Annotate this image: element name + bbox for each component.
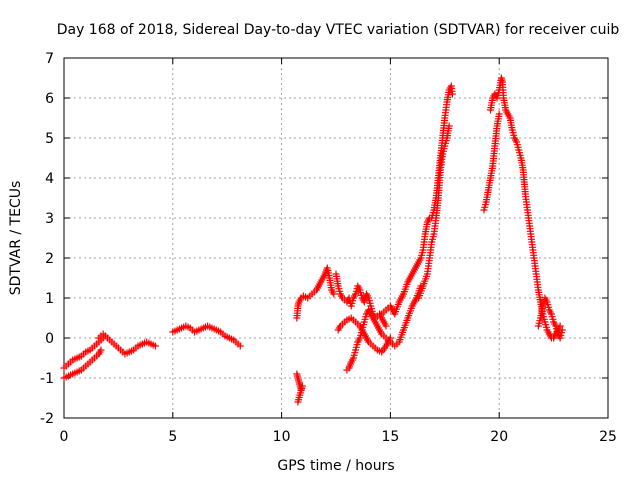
y-tick-label: 3: [45, 211, 54, 227]
y-tick-label: 0: [45, 331, 54, 347]
y-axis-label: SDTVAR / TECUs: [8, 181, 24, 296]
y-tick-label: 1: [45, 291, 54, 307]
x-tick-label: 5: [168, 429, 177, 445]
y-tick-label: -2: [40, 411, 54, 427]
data-point: [382, 322, 390, 330]
data-point: [330, 290, 338, 298]
tick-labels: 0 5 10 15 20 25 -2 -1 0 1 2 3 4 5 6 7: [40, 51, 617, 445]
data-point: [448, 90, 456, 98]
data-point: [294, 398, 302, 406]
data-point: [97, 346, 105, 354]
chart-title: Day 168 of 2018, Sidereal Day-to-day VTE…: [57, 22, 620, 38]
y-tick-label: 7: [45, 51, 54, 67]
data-point: [495, 110, 503, 118]
x-tick-label: 10: [273, 429, 291, 445]
y-tick-label: 2: [45, 251, 54, 267]
data-point: [445, 122, 453, 130]
x-tick-label: 0: [60, 429, 69, 445]
data-marks: [60, 74, 566, 406]
x-tick-label: 15: [381, 429, 399, 445]
y-tick-label: 5: [45, 131, 54, 147]
x-tick-label: 25: [599, 429, 617, 445]
grid-lines: [64, 58, 608, 418]
data-point: [151, 342, 159, 350]
y-tick-label: 6: [45, 91, 54, 107]
y-tick-label: 4: [45, 171, 54, 187]
axis-ticks: [63, 57, 609, 419]
data-point: [558, 326, 566, 334]
data-point: [236, 342, 244, 350]
x-axis-label: GPS time / hours: [277, 458, 394, 474]
x-tick-label: 20: [490, 429, 508, 445]
plot-frame: [63, 57, 609, 419]
y-tick-label: -1: [40, 371, 54, 387]
